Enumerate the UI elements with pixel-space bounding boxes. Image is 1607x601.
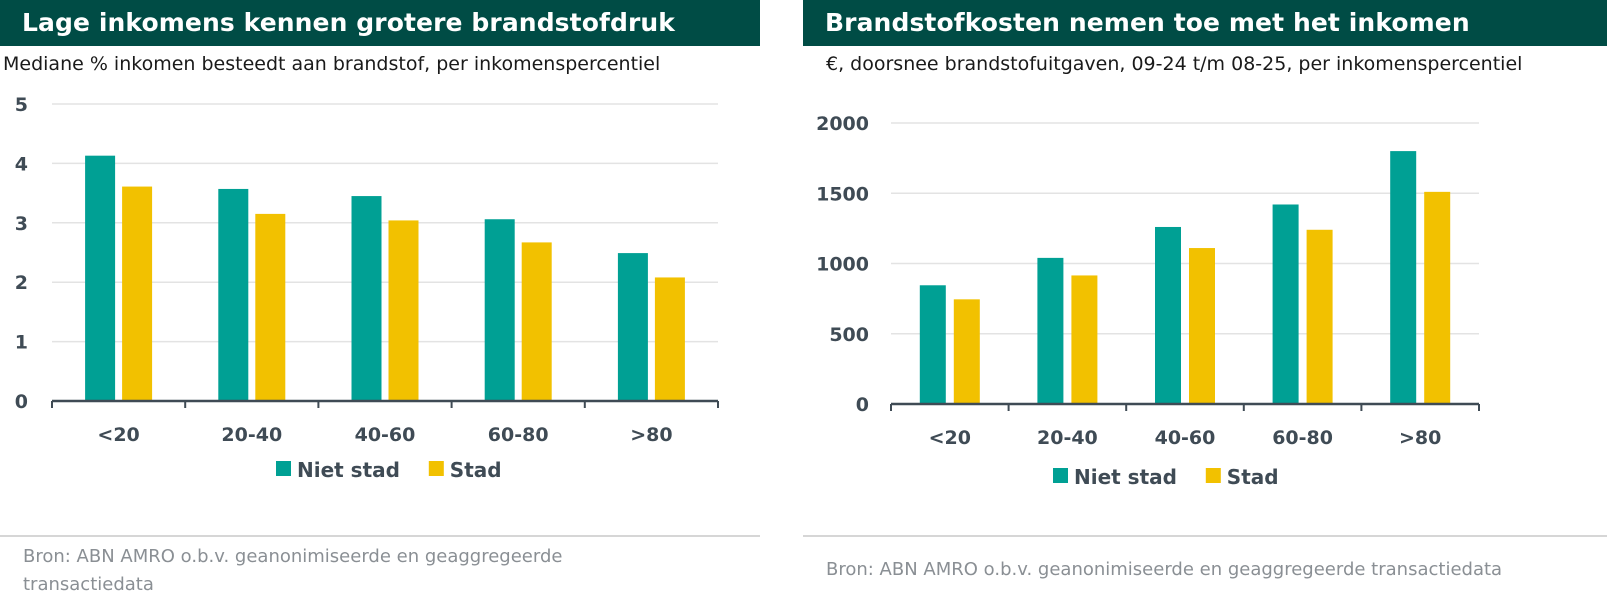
x-tick-label: 40-60 xyxy=(1155,427,1216,449)
y-tick-label: 0 xyxy=(856,394,869,416)
bar-niet-stad-gt80 xyxy=(1390,151,1417,404)
divider xyxy=(0,535,760,537)
bar-chart-fuel-costs: 0 500 1000 1500 2000 <20 20-40 40-60 60-80 >80 Nie… xyxy=(816,113,1480,489)
bar-niet-stad-40-60 xyxy=(1155,226,1181,404)
bar-stad-gt80 xyxy=(654,277,685,401)
y-tick-label: 1000 xyxy=(816,254,869,276)
chart-subtitle: €, doorsnee brandstofuitgaven, 09-24 t/m… xyxy=(826,53,1523,75)
x-tick-label: >80 xyxy=(1399,427,1441,449)
x-tick-label: 60-80 xyxy=(1272,427,1333,449)
legend-swatch-stad xyxy=(1205,468,1221,483)
x-tick-label: <20 xyxy=(929,427,971,449)
x-tick-label: >80 xyxy=(630,424,672,446)
y-tick-label: 1 xyxy=(15,332,28,354)
legend-label-stad: Stad xyxy=(1227,465,1279,489)
y-tick-label: 4 xyxy=(15,153,28,175)
chart-panel-fuel-costs: Brandstofkosten nemen toe met het inkome… xyxy=(803,0,1607,601)
legend-swatch-stad xyxy=(428,461,444,476)
legend-label-niet-stad: Niet stad xyxy=(1074,465,1177,489)
legend-swatch-niet-stad xyxy=(276,461,291,476)
y-tick-label: 0 xyxy=(15,391,28,413)
x-tick-label: 40-60 xyxy=(355,424,416,446)
y-tick-label: 3 xyxy=(15,213,28,235)
title-bar: Lage inkomens kennen grotere brandstofdr… xyxy=(0,0,760,46)
bar-stad-lt20 xyxy=(953,299,980,404)
bar-niet-stad-lt20 xyxy=(919,285,946,404)
y-tick-label: 5 xyxy=(15,94,28,116)
bar-stad-60-80 xyxy=(1306,229,1333,404)
x-tick-label: 20-40 xyxy=(1037,427,1098,449)
y-tick-label: 2000 xyxy=(816,113,869,135)
y-tick-label: 500 xyxy=(829,324,869,346)
bar-stad-40-60 xyxy=(1189,248,1215,404)
bar-niet-stad-lt20 xyxy=(85,155,116,401)
x-tick-label: 20-40 xyxy=(221,424,282,446)
source-note: Bron: ABN AMRO o.b.v. geanonimiseerde en… xyxy=(826,559,1503,580)
chart-title: Lage inkomens kennen grotere brandstofdr… xyxy=(22,8,676,37)
chart-subtitle: Mediane % inkomen besteedt aan brandstof… xyxy=(3,53,661,75)
bar-stad-gt80 xyxy=(1424,191,1451,404)
legend-label-niet-stad: Niet stad xyxy=(297,458,400,482)
x-tick-label: <20 xyxy=(97,424,139,446)
bar-stad-40-60 xyxy=(388,220,419,401)
bar-niet-stad-gt80 xyxy=(617,253,648,401)
title-bar: Brandstofkosten nemen toe met het inkome… xyxy=(803,0,1607,46)
bar-niet-stad-20-40 xyxy=(1037,257,1064,404)
legend-label-stad: Stad xyxy=(450,458,502,482)
divider xyxy=(803,535,1607,537)
bar-niet-stad-60-80 xyxy=(484,219,515,401)
bar-niet-stad-20-40 xyxy=(218,188,249,401)
bar-stad-lt20 xyxy=(122,186,153,401)
y-tick-label: 2 xyxy=(15,272,28,294)
bar-stad-60-80 xyxy=(521,242,552,401)
bar-chart-fuel-burden: 0 1 2 3 4 5 <20 20-40 40-60 60-80 >80 Niet stad Stad xyxy=(15,94,719,482)
x-tick-label: 60-80 xyxy=(488,424,549,446)
bar-niet-stad-40-60 xyxy=(351,196,382,401)
bar-niet-stad-60-80 xyxy=(1272,204,1299,404)
chart-panel-fuel-burden: Lage inkomens kennen grotere brandstofdr… xyxy=(0,0,760,601)
chart-title: Brandstofkosten nemen toe met het inkome… xyxy=(825,8,1470,37)
bar-stad-20-40 xyxy=(1071,275,1098,404)
bar-stad-20-40 xyxy=(255,213,286,401)
legend-swatch-niet-stad xyxy=(1053,468,1068,483)
source-note: Bron: ABN AMRO o.b.v. geanonimiseerde en… xyxy=(23,546,563,595)
y-tick-label: 1500 xyxy=(816,183,869,205)
